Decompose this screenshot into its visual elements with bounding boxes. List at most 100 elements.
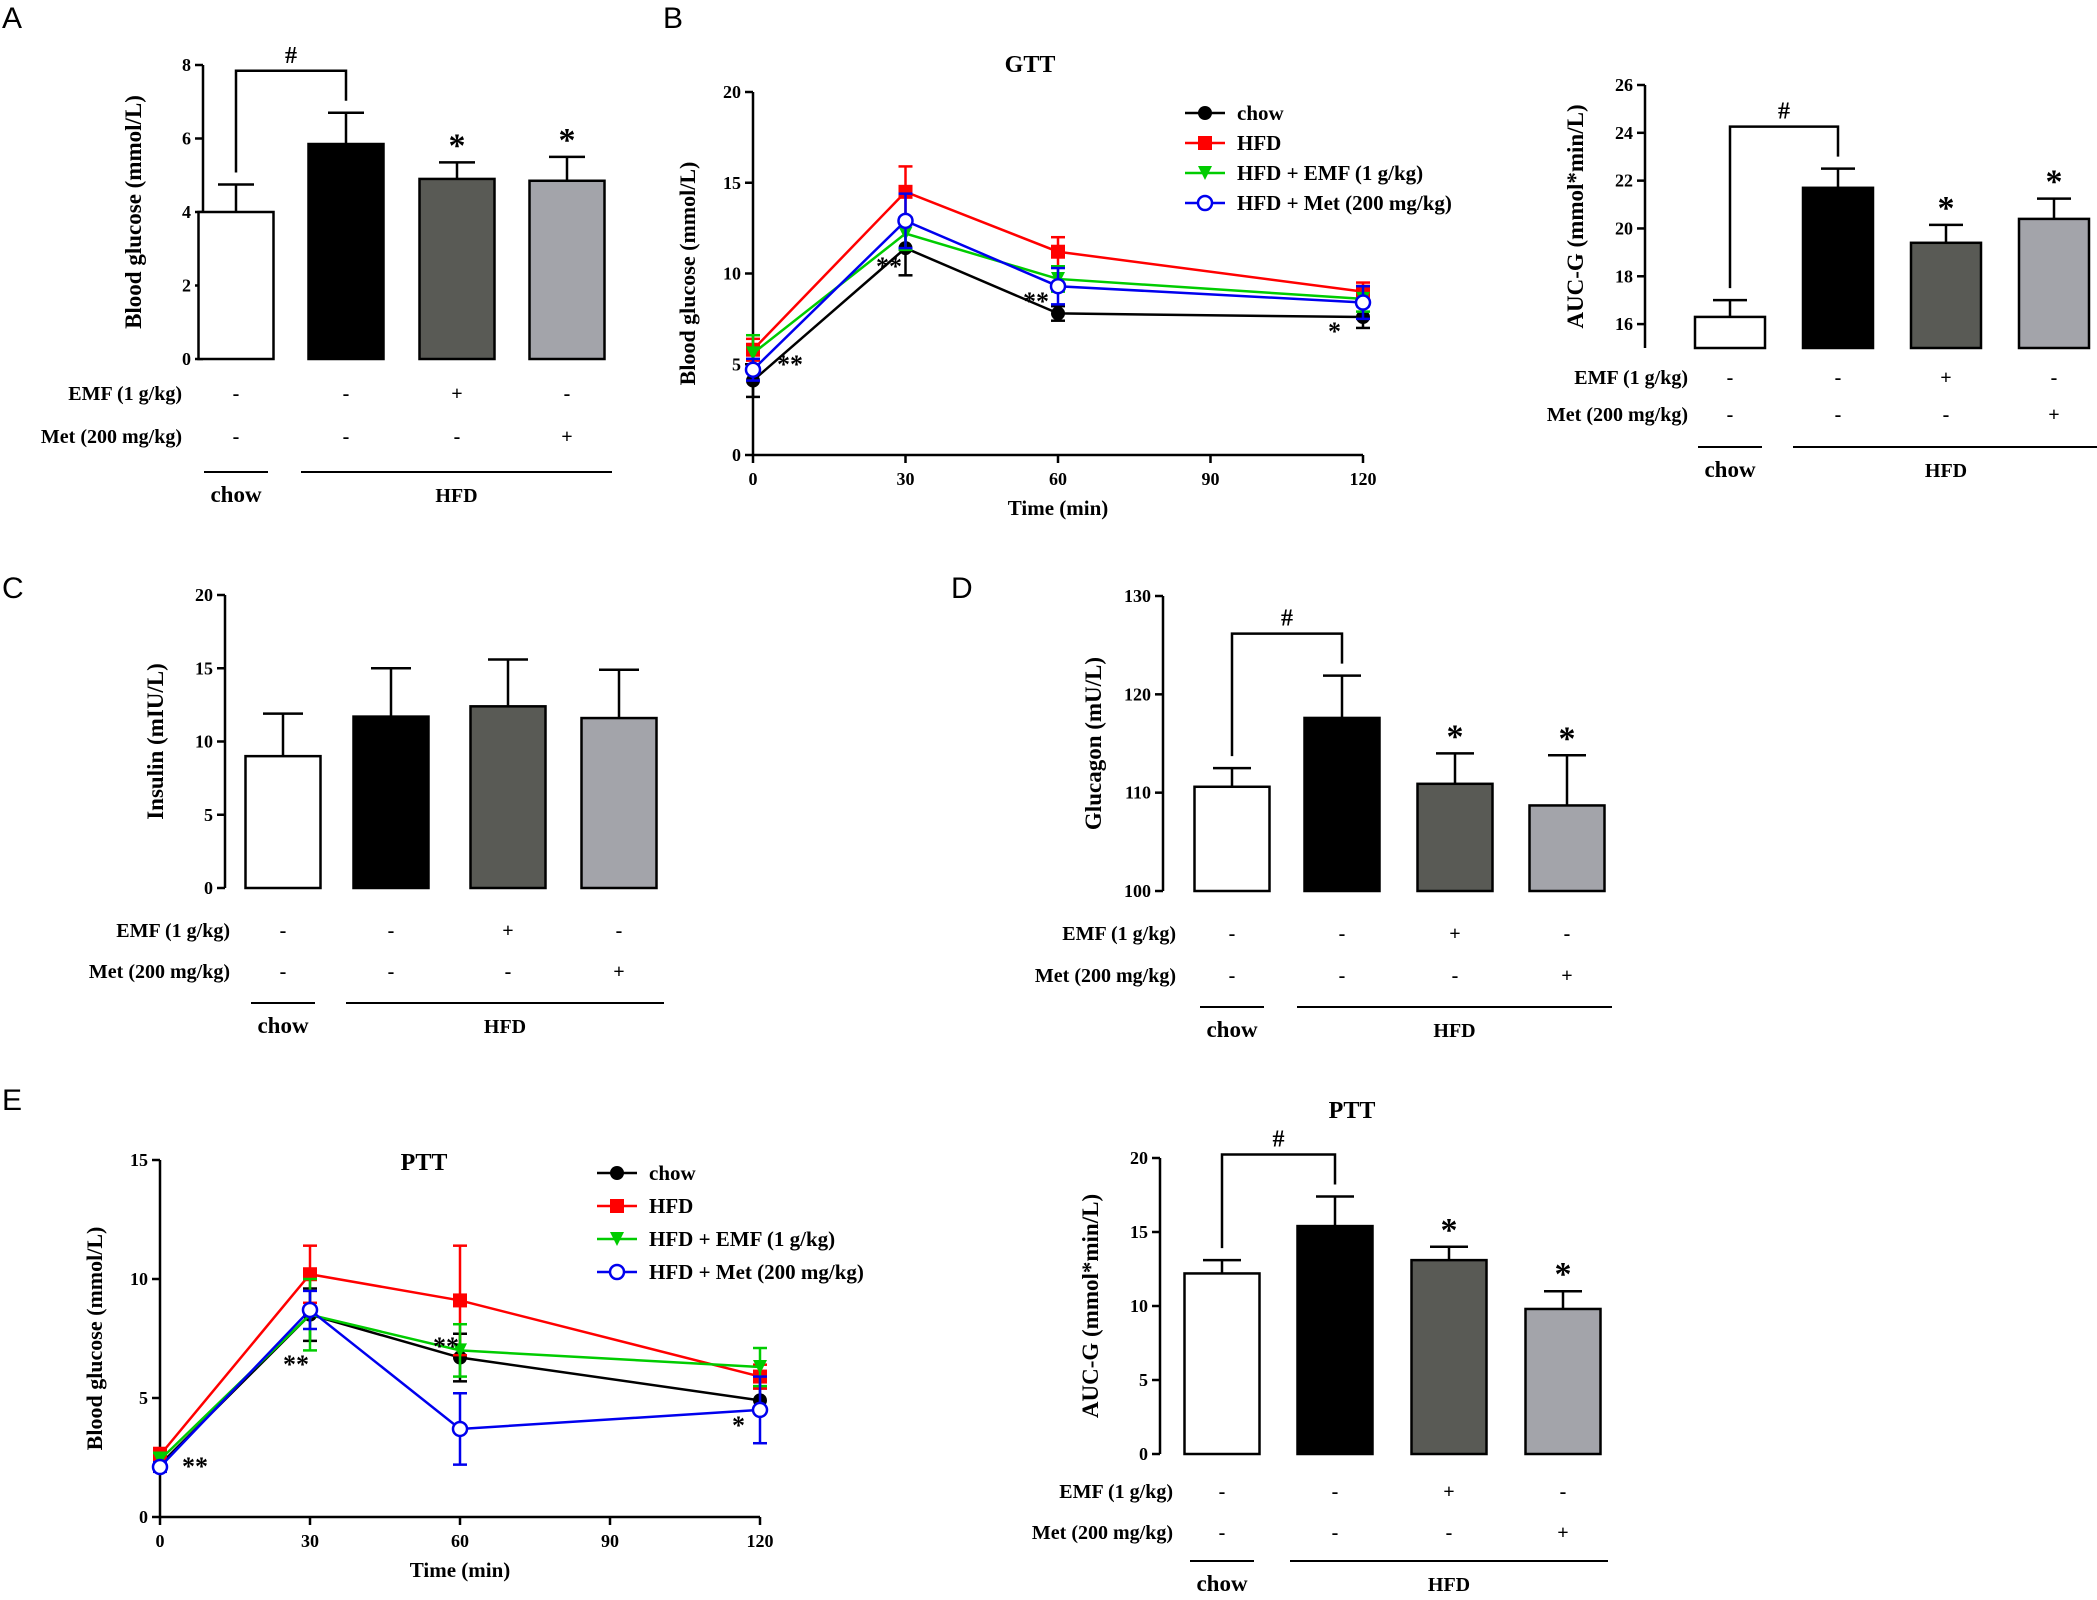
marker-open-circle [451, 1420, 469, 1438]
treatment-mark: - [1332, 1481, 1339, 1503]
marker-triangle [1198, 166, 1212, 180]
y-tick-label: 10 [1130, 1296, 1148, 1316]
y-axis-label: Insulin (mIU/L) [143, 663, 168, 820]
treatment-mark: - [233, 383, 240, 405]
treatment-mark: - [2051, 367, 2058, 389]
bracket-label: # [1281, 606, 1293, 632]
y-tick-label: 20 [195, 585, 213, 605]
x-tick-label: 60 [1049, 469, 1067, 489]
y-tick-label: 2 [182, 276, 191, 296]
group-label-hfd: HFD [1433, 1020, 1475, 1042]
legend-label: HFD + EMF (1 g/kg) [1237, 161, 1423, 185]
marker-open-circle [751, 1401, 769, 1419]
y-tick-label: 5 [204, 805, 213, 825]
series-3 [744, 192, 1372, 382]
y-tick-label: 5 [1139, 1370, 1148, 1390]
x-axis-label: Time (min) [410, 1558, 511, 1582]
legend-label: HFD + Met (200 mg/kg) [1237, 191, 1452, 215]
treatment-row-label: Met (200 mg/kg) [1547, 404, 1688, 426]
y-tick-label: 0 [1139, 1444, 1148, 1464]
group-label-hfd: HFD [435, 485, 477, 507]
treatment-row-label: EMF (1 g/kg) [1574, 367, 1688, 389]
treatment-mark: - [1332, 1522, 1339, 1544]
bar [1193, 785, 1271, 893]
series-line [159, 1272, 761, 1456]
legend-label: HFD + EMF (1 g/kg) [649, 1227, 835, 1251]
treatment-mark: - [280, 961, 287, 983]
bar [418, 177, 496, 361]
panel-label-d: D [951, 572, 973, 605]
y-axis-label: Blood glucose (mmol/L) [675, 162, 700, 386]
significance-bracket [234, 69, 348, 173]
chart-title: PTT [401, 1150, 448, 1176]
group-label-chow: chow [1704, 457, 1756, 482]
treatment-mark: - [1727, 367, 1734, 389]
x-tick-label: 90 [601, 1531, 619, 1551]
bar [469, 705, 547, 890]
marker-open-circle [608, 1263, 626, 1281]
treatment-row-label: EMF (1 g/kg) [116, 920, 230, 942]
bar [1524, 1307, 1602, 1456]
y-tick-label: 6 [182, 129, 191, 149]
treatment-mark: - [1564, 923, 1571, 945]
treatment-row-label: EMF (1 g/kg) [1059, 1481, 1173, 1503]
bar [307, 142, 385, 361]
treatment-mark: + [451, 383, 462, 405]
significance-mark: ** [1023, 287, 1049, 316]
treatment-mark: - [616, 920, 623, 942]
treatment-mark: + [1557, 1522, 1568, 1544]
significance-bracket [1230, 632, 1344, 757]
significance-mark: * [1559, 720, 1576, 757]
y-tick-label: 10 [723, 264, 741, 284]
significance-mark: * [1447, 718, 1464, 755]
marker-square [1198, 136, 1212, 150]
marker-open-circle [151, 1458, 169, 1476]
bar [528, 179, 606, 361]
marker-square [610, 1199, 624, 1213]
x-tick-label: 30 [301, 1531, 319, 1551]
chart-title: PTT [1329, 1098, 1376, 1124]
bar [1801, 186, 1875, 350]
group-label-hfd: HFD [484, 1016, 526, 1038]
marker-triangle [453, 1343, 467, 1358]
y-tick-label: 20 [723, 82, 741, 102]
bar [1296, 1224, 1374, 1456]
panel-label-c: C [2, 572, 24, 605]
significance-mark: ** [777, 350, 803, 379]
bar [1909, 241, 1983, 350]
significance-mark: * [1555, 1256, 1572, 1293]
treatment-mark: + [1449, 923, 1460, 945]
treatment-mark: - [388, 920, 395, 942]
treatment-mark: + [613, 961, 624, 983]
group-label-hfd: HFD [1428, 1574, 1470, 1596]
treatment-mark: - [280, 920, 287, 942]
treatment-mark: - [1229, 965, 1236, 987]
marker-square [1051, 244, 1065, 259]
y-tick-label: 0 [182, 349, 191, 369]
marker-open-circle [1196, 194, 1214, 212]
treatment-mark: - [1229, 923, 1236, 945]
bar [352, 715, 430, 890]
x-tick-label: 90 [1202, 469, 1220, 489]
y-axis-label: Blood glucose (mmol/L) [121, 95, 146, 329]
bracket-label: # [285, 43, 297, 69]
significance-mark: ** [182, 1452, 208, 1481]
marker-square [303, 1267, 317, 1282]
treatment-mark: - [505, 961, 512, 983]
series-line [752, 232, 1364, 355]
chart-b-auc: 16 18 20 22 24 26 AUC-G (mmol*min/L) * * # EMF (1 … [1547, 75, 2097, 482]
chart-e-auc: 0 5 10 15 20 AUC-G (mmol*min/L) PTT * * # EMF (1 g… [1032, 1098, 1608, 1596]
y-tick-label: 24 [1615, 123, 1633, 143]
x-tick-label: 120 [747, 1531, 774, 1551]
marker-open-circle [897, 212, 914, 230]
y-tick-label: 26 [1615, 75, 1633, 95]
y-tick-label: 15 [130, 1150, 148, 1170]
bracket-label: # [1778, 99, 1790, 125]
group-label-hfd: HFD [1925, 460, 1967, 482]
treatment-mark: - [233, 426, 240, 448]
y-tick-label: 130 [1124, 586, 1151, 606]
significance-mark: ** [283, 1350, 309, 1379]
x-tick-label: 0 [156, 1531, 165, 1551]
series-3 [151, 1289, 769, 1476]
legend-label: HFD [1237, 131, 1281, 155]
